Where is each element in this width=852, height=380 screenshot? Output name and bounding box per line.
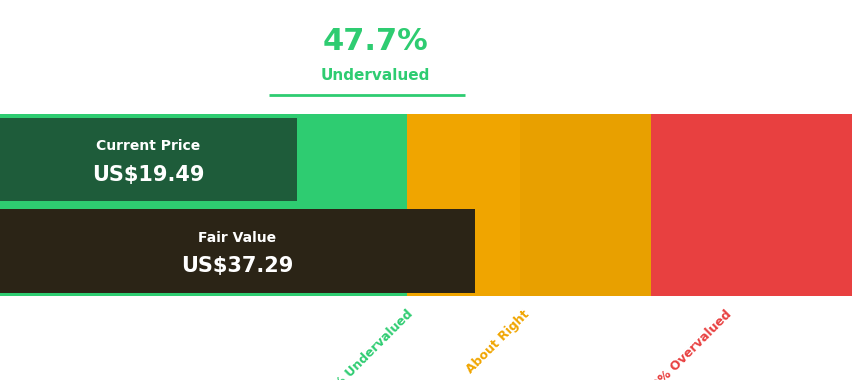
Text: Fair Value: Fair Value bbox=[199, 231, 276, 244]
Text: About Right: About Right bbox=[463, 308, 532, 376]
Bar bbox=[0, 114, 406, 296]
Text: 20% Overvalued: 20% Overvalued bbox=[643, 308, 734, 380]
Bar bbox=[0, 209, 475, 293]
Bar bbox=[0, 118, 296, 201]
Bar bbox=[520, 114, 650, 296]
Bar bbox=[650, 114, 852, 296]
Text: US$37.29: US$37.29 bbox=[181, 256, 293, 276]
Text: Undervalued: Undervalued bbox=[320, 68, 429, 83]
Text: Current Price: Current Price bbox=[96, 139, 200, 153]
Text: US$19.49: US$19.49 bbox=[92, 165, 204, 185]
Bar bbox=[406, 114, 520, 296]
Text: 20% Undervalued: 20% Undervalued bbox=[319, 308, 416, 380]
Text: 47.7%: 47.7% bbox=[322, 27, 428, 55]
